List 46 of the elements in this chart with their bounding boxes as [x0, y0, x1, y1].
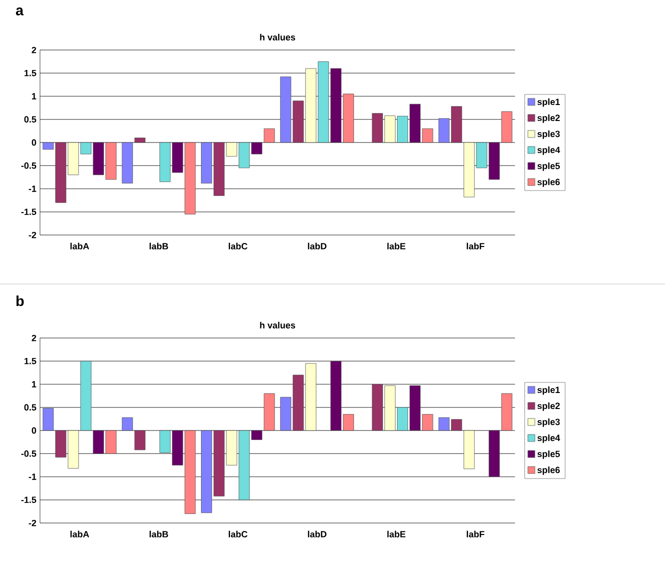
x-tick-label: labD — [308, 530, 326, 538]
y-tick-label: 0 — [32, 139, 36, 146]
legend-label: sple3 — [537, 130, 560, 139]
legend-label: sple4 — [537, 146, 560, 155]
x-tick-label: labD — [308, 242, 326, 250]
legend-label: sple1 — [537, 386, 560, 395]
y-tick-label: -1 — [28, 474, 36, 480]
y-tick-label: 1.5 — [24, 70, 36, 76]
y-tick-label: -1.5 — [21, 496, 36, 504]
y-tick-label: 0 — [32, 427, 36, 434]
x-tick-label: labF — [466, 242, 484, 250]
x-tick-label: labC — [228, 530, 248, 538]
legend-label: sple2 — [537, 114, 560, 123]
y-tick-label: 0.5 — [24, 404, 36, 411]
legend-label: sple4 — [537, 434, 560, 443]
chart-title: h values — [260, 322, 296, 328]
y-tick-label: -1.5 — [21, 208, 36, 216]
x-tick-label: labB — [150, 242, 168, 250]
y-tick-label: -2 — [28, 232, 36, 238]
x-tick-label: labC — [228, 242, 248, 250]
y-tick-label: 1 — [32, 93, 36, 100]
y-tick-label: 0.5 — [24, 116, 36, 123]
y-tick-label: -1 — [28, 186, 36, 192]
x-tick-label: labB — [150, 530, 168, 538]
y-tick-label: -0.5 — [21, 450, 36, 457]
y-tick-label: -0.5 — [21, 162, 36, 169]
y-tick-label: 1.5 — [24, 358, 36, 364]
y-tick-label: 2 — [32, 46, 36, 54]
legend-label: sple1 — [537, 98, 560, 107]
legend-label: sple6 — [537, 178, 560, 187]
legend-label: sple2 — [537, 402, 560, 411]
legend-label: sple5 — [537, 162, 560, 171]
x-tick-label: labA — [70, 530, 90, 538]
x-tick-label: labF — [466, 530, 484, 538]
x-tick-label: labA — [70, 242, 90, 250]
text: b — [16, 296, 24, 306]
text: a — [16, 8, 24, 16]
y-tick-label: -2 — [28, 520, 36, 526]
y-tick-label: 2 — [32, 334, 36, 342]
legend-label: sple3 — [537, 418, 560, 427]
y-tick-label: 1 — [32, 381, 36, 388]
legend-label: sple6 — [537, 466, 560, 475]
legend-label: sple5 — [537, 450, 560, 459]
x-tick-label: labE — [387, 530, 406, 538]
x-tick-label: labE — [387, 242, 406, 250]
chart-title: h values — [260, 34, 296, 40]
